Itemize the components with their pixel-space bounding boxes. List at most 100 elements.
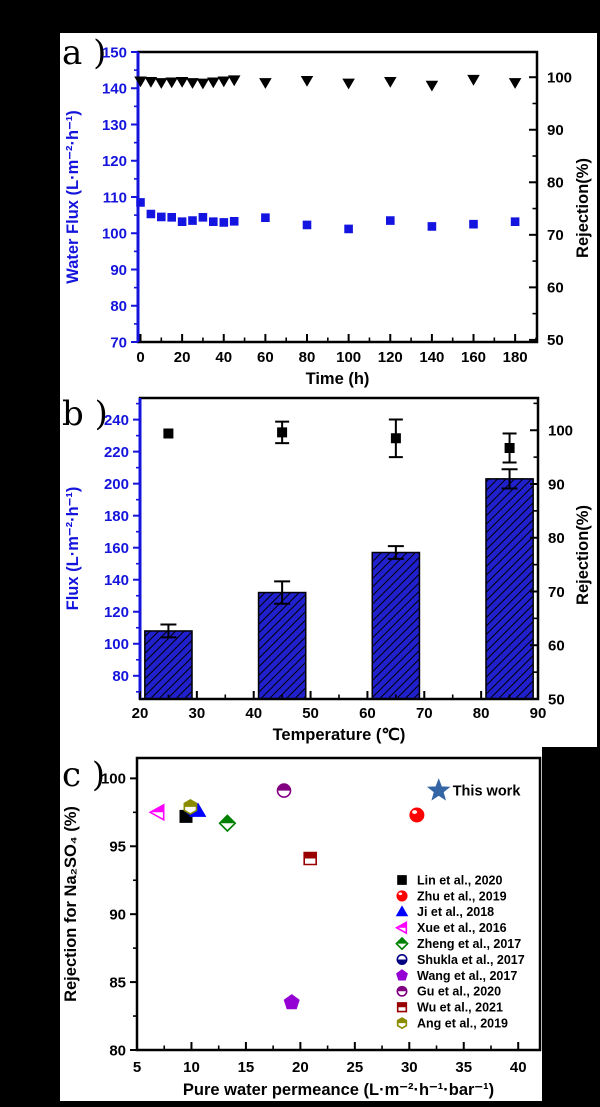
y-tick-label: 120 xyxy=(104,604,129,621)
legend-label: Ji et al., 2018 xyxy=(417,905,494,919)
legend-marker xyxy=(396,985,408,997)
rejection-point xyxy=(186,78,199,89)
legend-label: Zheng et al., 2017 xyxy=(417,937,521,951)
y-tick-label: 130 xyxy=(102,117,127,134)
data-point xyxy=(303,851,318,866)
y-tick-label: 80 xyxy=(109,1042,126,1059)
data-point xyxy=(148,803,165,822)
right-axis-title: Rejection(%) xyxy=(574,505,592,605)
right-tick-label: 80 xyxy=(548,530,565,547)
x-tick-label: 80 xyxy=(473,705,490,722)
water-flux-point xyxy=(157,212,166,222)
this-work-label: This work xyxy=(453,784,522,800)
plot-frame xyxy=(135,756,542,1052)
rejection-point xyxy=(384,77,397,88)
legend-marker xyxy=(396,969,408,981)
rejection-point xyxy=(196,78,210,90)
right-tick-label: 60 xyxy=(547,280,564,297)
water-flux-point xyxy=(167,213,176,222)
y-tick-label: 100 xyxy=(101,771,126,788)
rejection-point xyxy=(163,428,174,439)
x-tick-label: 180 xyxy=(503,349,528,366)
y-tick-label: 90 xyxy=(110,262,127,279)
rejection-point xyxy=(300,76,314,87)
y-tick-label: 140 xyxy=(102,81,127,98)
y-tick-label: 70 xyxy=(110,334,127,351)
rejection-point xyxy=(467,74,480,86)
y-tick-label: 100 xyxy=(102,226,127,243)
legend-label: Wang et al., 2017 xyxy=(417,969,517,983)
right-tick-label: 80 xyxy=(547,175,564,192)
rejection-point xyxy=(342,78,355,90)
legend-label: Shukla et al., 2017 xyxy=(417,953,525,967)
panel-label-b: b ) xyxy=(62,394,108,434)
legend-label: Wu et al., 2021 xyxy=(417,1001,503,1015)
water-flux-point xyxy=(302,220,312,230)
this-work-star xyxy=(426,778,451,801)
y-tick-label: 90 xyxy=(109,906,126,923)
water-flux-point xyxy=(469,219,478,229)
y-tick-label: 140 xyxy=(104,572,129,589)
legend-marker xyxy=(395,936,409,951)
x-tick-label: 15 xyxy=(238,1059,255,1076)
right-axis-title: Rejection(%) xyxy=(574,158,592,258)
rejection-point xyxy=(504,443,515,453)
x-tick-label: 60 xyxy=(359,705,376,722)
panel-b: 20 30 40 50 60 70 80 90 80 100 120 140 160 180 200 220 2… xyxy=(64,396,592,744)
water-flux-point xyxy=(427,222,437,231)
x-tick-label: 20 xyxy=(132,705,149,722)
y-tick-label: 120 xyxy=(102,153,127,170)
right-tick-label: 90 xyxy=(547,122,564,139)
y-tick-label: 220 xyxy=(104,444,129,461)
x-tick-label: 60 xyxy=(257,349,274,366)
flux-bar xyxy=(485,478,534,700)
legend-marker xyxy=(394,920,408,935)
right-tick-label: 50 xyxy=(548,691,565,708)
rejection-point xyxy=(134,76,147,88)
x-tick-label: 30 xyxy=(401,1059,418,1076)
right-tick-label: 100 xyxy=(548,423,573,440)
x-tick-label: 40 xyxy=(245,705,262,722)
x-tick-label: 10 xyxy=(183,1059,200,1076)
rejection-point xyxy=(227,75,241,87)
x-axis-title: Temperature (℃) xyxy=(273,726,406,744)
panel-label-c: c ) xyxy=(62,755,105,795)
rejection-point xyxy=(390,433,401,444)
rejection-point xyxy=(144,77,158,88)
x-tick-label: 25 xyxy=(346,1059,363,1076)
data-point xyxy=(409,807,425,823)
water-flux-point xyxy=(261,213,270,222)
x-tick-label: 40 xyxy=(510,1059,527,1076)
x-axis-title: Time (h) xyxy=(306,370,370,388)
legend-marker xyxy=(397,875,407,885)
x-tick-label: 20 xyxy=(174,349,191,366)
x-tick-label: 70 xyxy=(416,705,433,722)
water-flux-point xyxy=(177,217,187,226)
data-point xyxy=(218,814,237,833)
left-axis-title: Flux (L·m⁻²·h⁻¹) xyxy=(64,487,82,611)
x-tick-label: 35 xyxy=(455,1059,472,1076)
water-flux-point xyxy=(510,217,520,226)
right-tick-label: 70 xyxy=(548,584,565,601)
right-tick-label: 100 xyxy=(547,69,572,86)
right-tick-label: 50 xyxy=(547,332,564,349)
water-flux-point xyxy=(219,218,229,227)
y-tick-label: 100 xyxy=(104,636,129,653)
x-tick-label: 160 xyxy=(461,349,486,366)
water-flux-point xyxy=(209,217,218,226)
legend-marker xyxy=(396,954,408,965)
rejection-point xyxy=(277,427,288,438)
plot-frame xyxy=(138,396,540,701)
right-tick-label: 70 xyxy=(547,227,564,244)
rejection-point xyxy=(217,76,231,88)
y-tick-label: 180 xyxy=(104,508,129,525)
legend-label: Ang et al., 2019 xyxy=(417,1016,508,1030)
flux-bar xyxy=(257,591,307,700)
legend-marker xyxy=(396,890,408,902)
water-flux-point xyxy=(229,217,239,226)
y-tick-label: 160 xyxy=(104,540,129,557)
right-tick-label: 60 xyxy=(548,638,565,655)
left-axis-title: Water Flux (L·m⁻²·h⁻¹) xyxy=(64,110,82,284)
